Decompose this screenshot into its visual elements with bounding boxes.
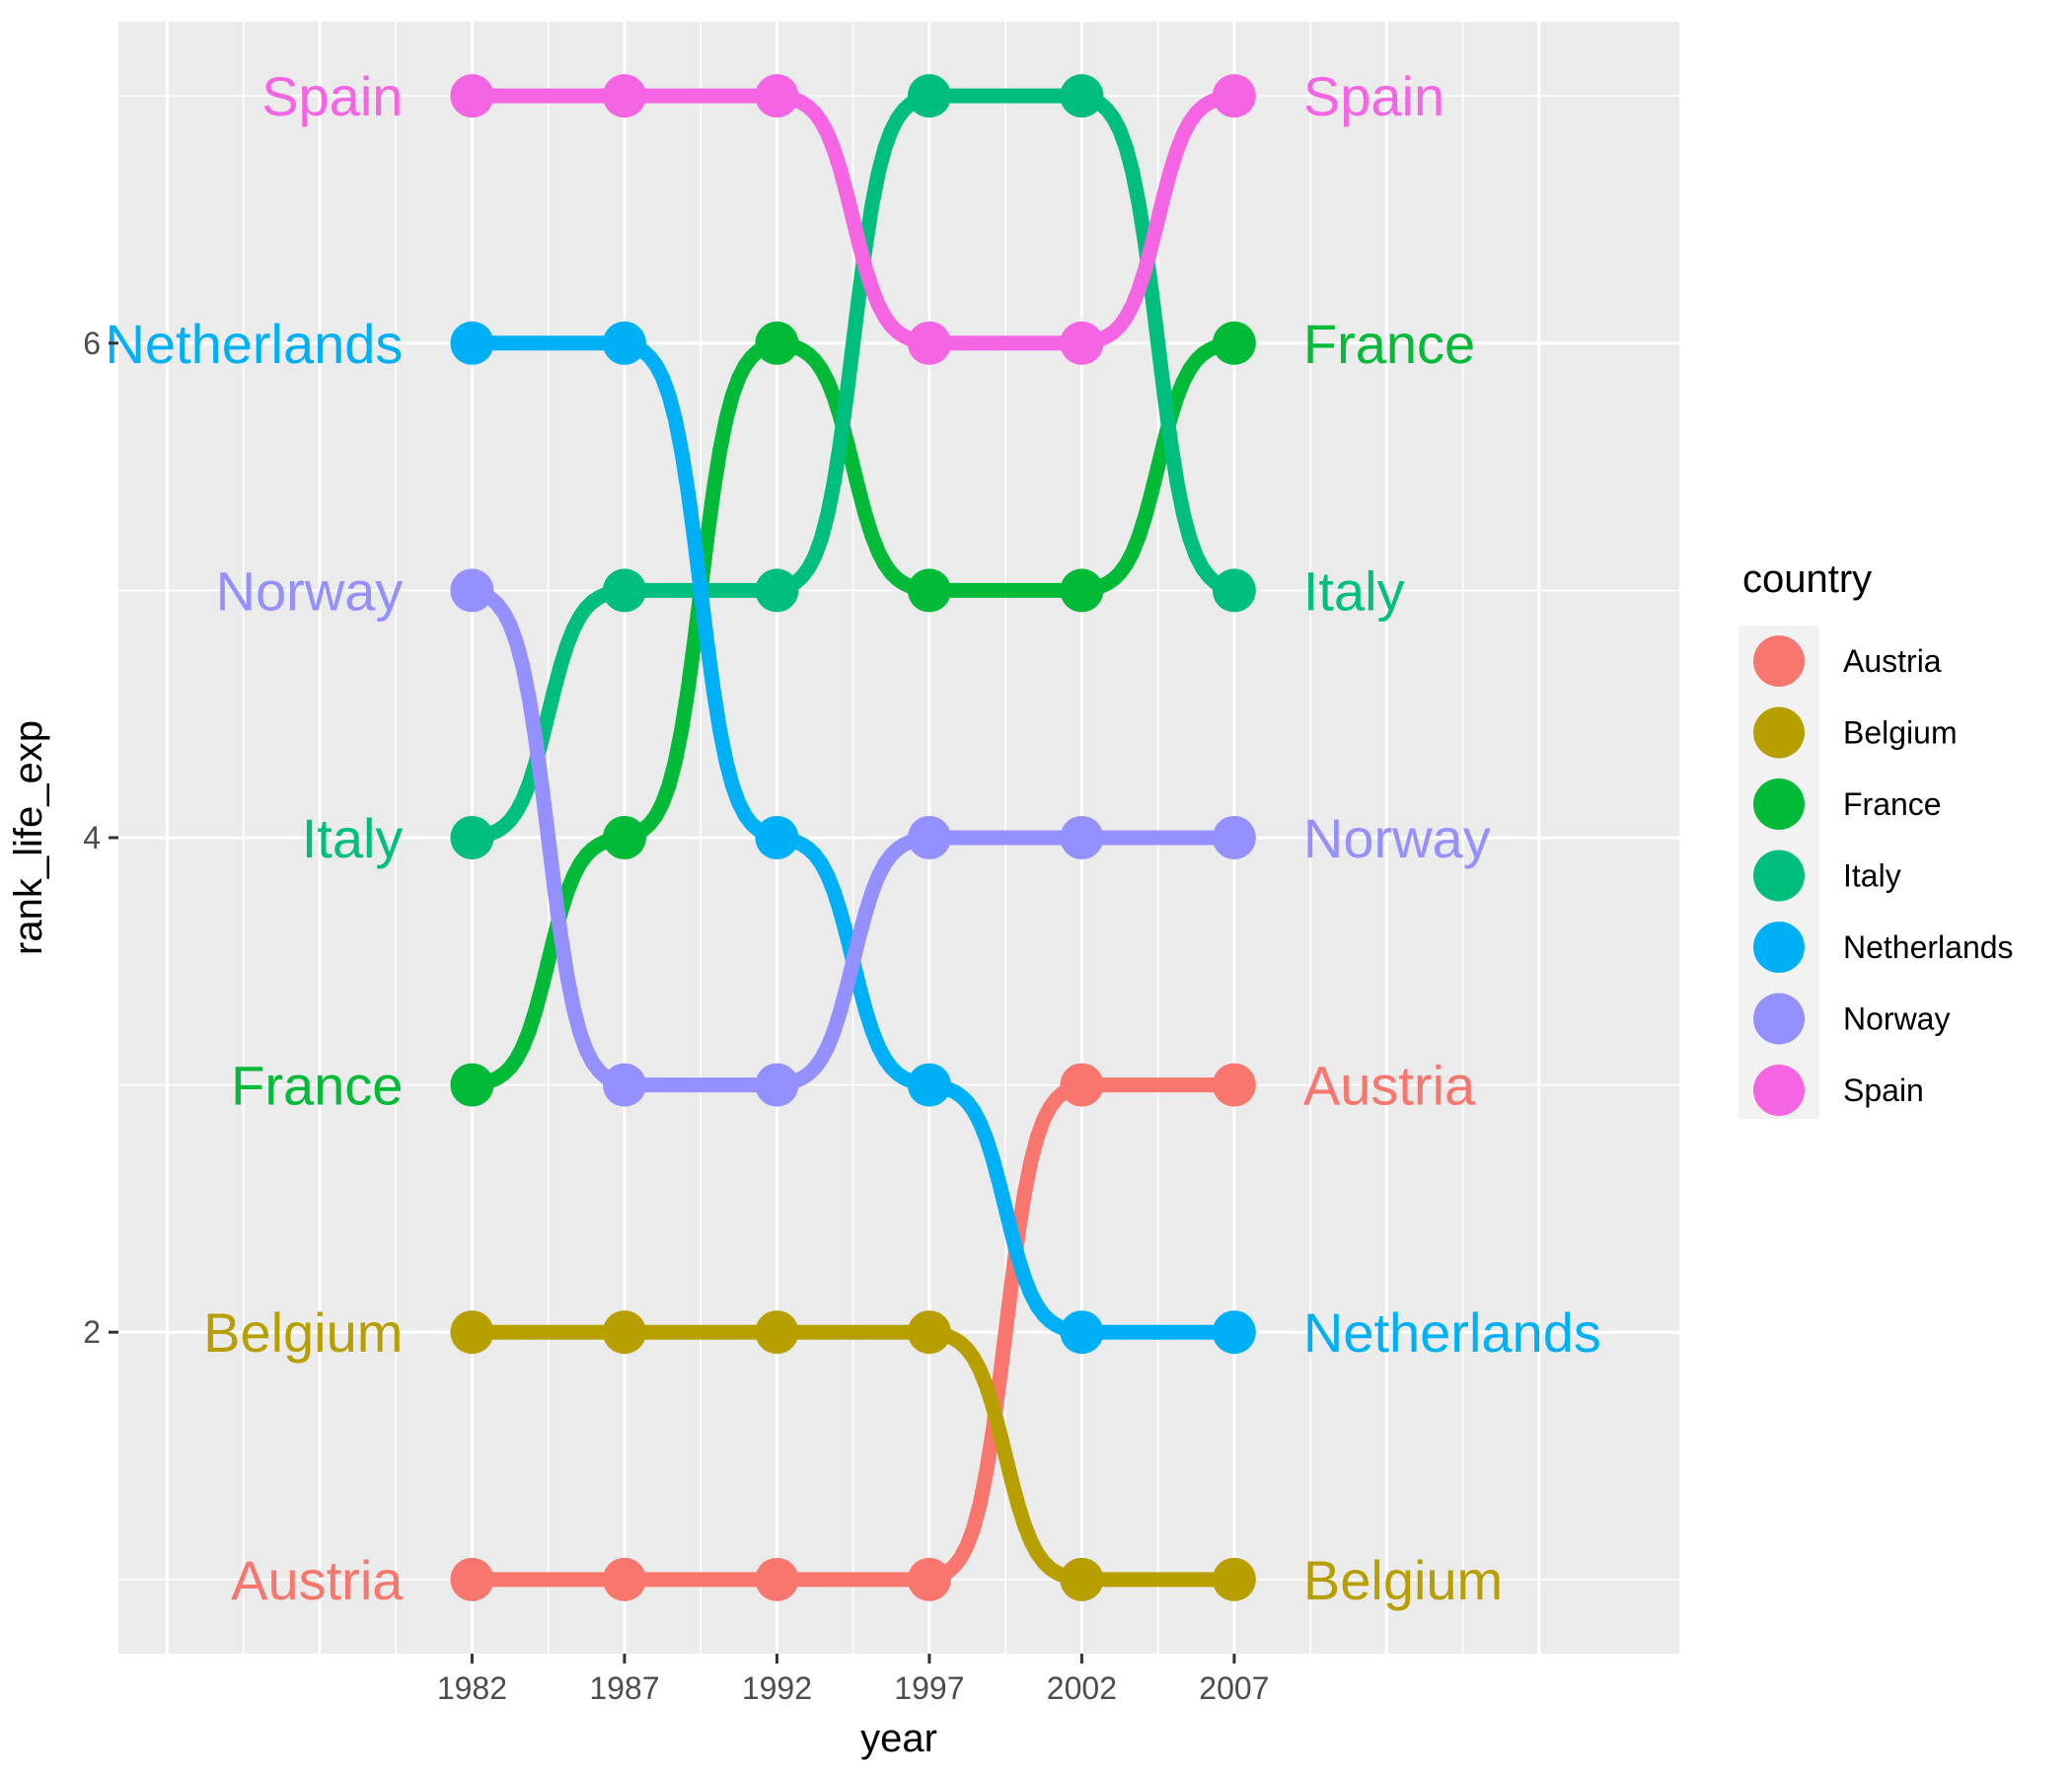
x-axis: 1982 1987 1992 1997 2002 2007	[437, 1654, 1269, 1706]
data-point-spain	[1212, 74, 1256, 118]
data-point-austria	[1060, 1063, 1104, 1107]
start-label-austria: Austria	[231, 1549, 404, 1611]
data-point-netherlands	[1212, 1310, 1256, 1355]
data-point-spain	[450, 74, 494, 118]
end-label-norway: Norway	[1303, 807, 1491, 869]
data-point-belgium	[602, 1310, 646, 1355]
data-point-spain	[755, 74, 799, 118]
data-point-netherlands	[755, 816, 799, 859]
start-label-spain: Spain	[261, 65, 403, 127]
legend-label-netherlands: Netherlands	[1843, 929, 2014, 965]
series-points	[450, 74, 1256, 1601]
data-point-france	[755, 321, 799, 365]
data-point-belgium	[755, 1310, 799, 1355]
legend-key-netherlands	[1753, 922, 1805, 973]
series-lines	[464, 88, 1242, 1588]
data-point-france	[602, 816, 646, 859]
y-axis-title: rank_life_exp	[7, 720, 50, 955]
data-point-france	[1060, 568, 1104, 613]
end-label-italy: Italy	[1303, 559, 1405, 622]
data-point-norway	[602, 1063, 646, 1107]
x-tick-label: 1992	[742, 1670, 812, 1706]
series-line-norway	[464, 582, 1242, 1093]
legend-key-france	[1753, 778, 1805, 830]
legend-key-norway	[1753, 993, 1805, 1045]
y-tick-label: 4	[83, 820, 101, 855]
x-tick-label: 2002	[1047, 1670, 1117, 1706]
x-tick-label: 1982	[437, 1670, 507, 1706]
data-point-italy	[755, 568, 799, 613]
data-point-netherlands	[907, 1063, 951, 1107]
start-labels: Austria Belgium France Italy Netherlands Norw…	[105, 65, 404, 1611]
data-point-spain	[907, 321, 951, 365]
end-label-belgium: Belgium	[1303, 1549, 1503, 1611]
x-tick-label: 1987	[589, 1670, 659, 1706]
data-point-italy	[450, 816, 494, 859]
data-point-norway	[450, 568, 494, 613]
data-point-france	[450, 1063, 494, 1107]
series-line-austria	[464, 1077, 1242, 1588]
data-point-norway	[1212, 816, 1256, 859]
legend-key-italy	[1753, 850, 1805, 902]
major-gridlines	[118, 22, 1679, 1654]
legend-label-spain: Spain	[1843, 1073, 1924, 1108]
data-point-spain	[1060, 321, 1104, 365]
start-label-netherlands: Netherlands	[105, 313, 403, 375]
data-point-belgium	[907, 1310, 951, 1355]
data-point-norway	[755, 1063, 799, 1107]
data-point-netherlands	[602, 321, 646, 365]
start-label-belgium: Belgium	[203, 1301, 403, 1364]
data-point-austria	[450, 1557, 494, 1601]
data-point-belgium	[1060, 1557, 1104, 1601]
x-tick-label: 1997	[894, 1670, 964, 1706]
legend-label-belgium: Belgium	[1843, 715, 1958, 751]
data-point-belgium	[1212, 1557, 1256, 1601]
data-point-norway	[907, 816, 951, 859]
data-point-belgium	[450, 1310, 494, 1355]
series-line-belgium	[464, 1324, 1242, 1588]
data-point-austria	[602, 1557, 646, 1601]
data-point-austria	[1212, 1063, 1256, 1107]
data-point-austria	[755, 1557, 799, 1601]
y-axis: 2 4 6	[83, 326, 118, 1350]
legend-key-spain	[1753, 1065, 1805, 1116]
end-labels: Austria Belgium France Italy Netherlands Norw…	[1303, 65, 1601, 1611]
series-line-italy	[464, 88, 1242, 846]
end-label-netherlands: Netherlands	[1303, 1301, 1601, 1364]
legend-key-belgium	[1753, 706, 1805, 759]
data-point-spain	[602, 74, 646, 118]
legend-label-norway: Norway	[1843, 1001, 1950, 1037]
data-point-italy	[602, 568, 646, 613]
start-label-italy: Italy	[302, 807, 404, 869]
data-point-france	[1212, 321, 1256, 365]
end-label-france: France	[1303, 313, 1475, 375]
x-tick-label: 2007	[1199, 1670, 1269, 1706]
legend-label-italy: Italy	[1843, 858, 1901, 894]
data-point-netherlands	[1060, 1310, 1104, 1355]
data-point-france	[907, 568, 951, 613]
legend-title: country	[1742, 557, 1872, 601]
legend-label-france: France	[1843, 786, 1942, 822]
legend-label-austria: Austria	[1843, 643, 1942, 679]
data-point-italy	[907, 74, 951, 118]
data-point-italy	[1212, 568, 1256, 613]
end-label-spain: Spain	[1303, 65, 1444, 127]
legend: country Austria Belgium France Italy Netherl…	[1739, 557, 2014, 1119]
data-point-norway	[1060, 816, 1104, 859]
data-point-netherlands	[450, 321, 494, 365]
series-line-france	[464, 335, 1242, 1093]
series-line-spain	[464, 88, 1242, 351]
data-point-austria	[907, 1557, 951, 1601]
legend-key-austria	[1753, 635, 1805, 687]
y-tick-label: 2	[83, 1314, 101, 1350]
start-label-norway: Norway	[216, 559, 404, 622]
end-label-austria: Austria	[1303, 1055, 1476, 1117]
y-tick-label: 6	[83, 326, 101, 361]
data-point-italy	[1060, 74, 1104, 118]
x-axis-title: year	[860, 1717, 937, 1760]
start-label-france: France	[231, 1055, 403, 1117]
